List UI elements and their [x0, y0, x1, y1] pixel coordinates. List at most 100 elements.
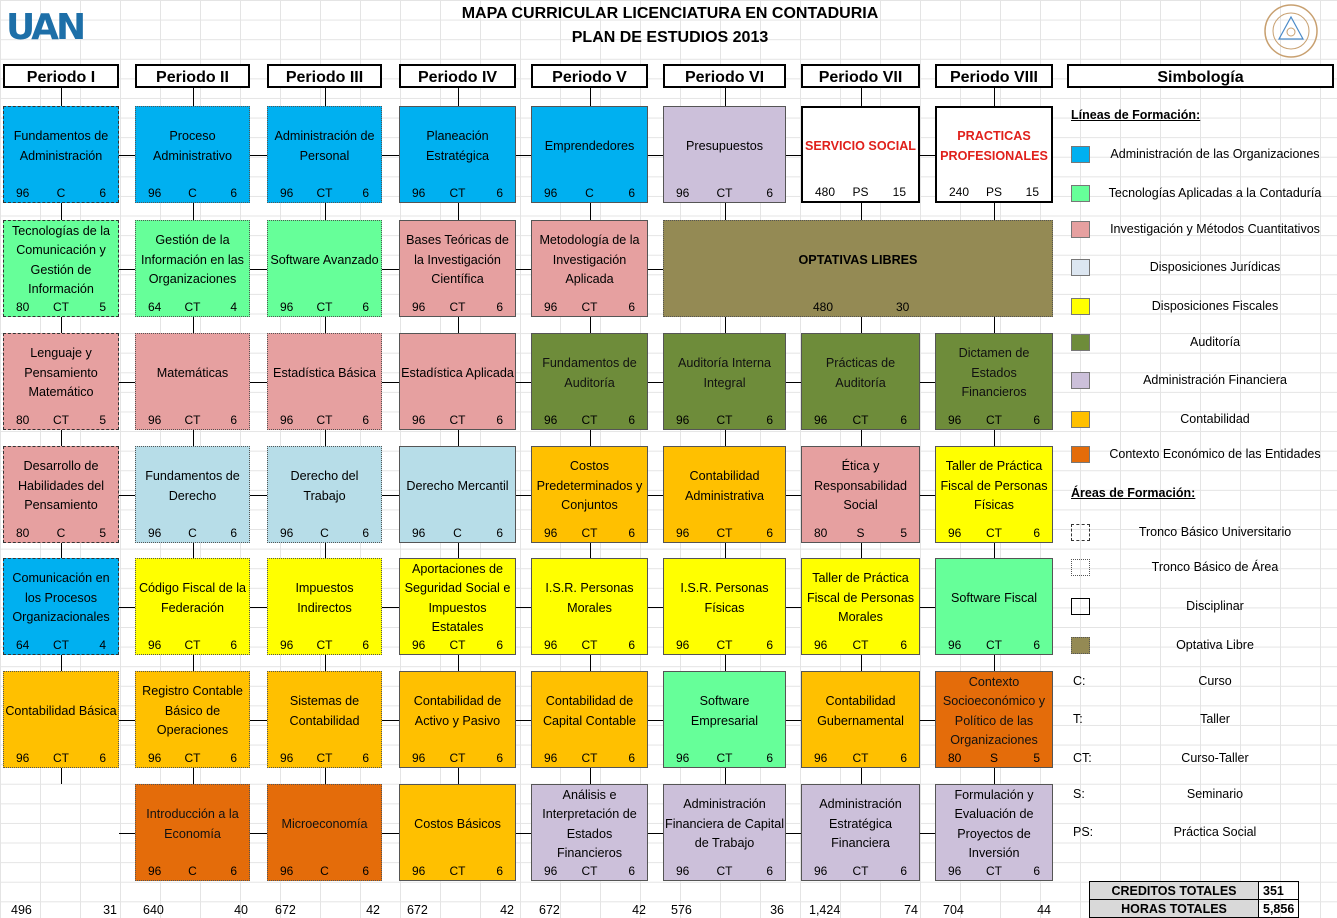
course-c4-6[interactable]: Contabilidad de Activo y Pasivo 96 CT 6: [399, 671, 516, 768]
page-title: MAPA CURRICULAR LICENCIATURA EN CONTADUR…: [461, 5, 879, 22]
legend-label: Administración Financiera: [1143, 373, 1287, 387]
course-c8-7[interactable]: Formulación y Evaluación de Proyectos de…: [935, 784, 1053, 881]
course-c8-4[interactable]: Taller de Práctica Fiscal de Personas Fí…: [935, 446, 1053, 543]
course-c7-1[interactable]: SERVICIO SOCIAL 480 PS 15: [801, 106, 920, 203]
course-name: Auditoría Interna Integral: [677, 356, 772, 390]
connector-line: [250, 382, 267, 383]
course-c2-7[interactable]: Introducción a la Economía 96 C 6: [135, 784, 250, 881]
course-c5-2[interactable]: Metodología de la Investigación Aplicada…: [531, 220, 648, 317]
course-c3-5[interactable]: Impuestos Indirectos 96 CT 6: [267, 558, 382, 655]
course-name: Lenguaje y Pensamiento Matemático: [24, 346, 98, 400]
course-credits: 6: [900, 638, 907, 652]
course-c4-3[interactable]: Estadística Aplicada 96 CT 6: [399, 333, 516, 430]
course-c3-3[interactable]: Estadística Básica 96 CT 6: [267, 333, 382, 430]
connector-line: [648, 495, 663, 496]
course-name: Contabilidad de Capital Contable: [542, 694, 637, 728]
course-c2-1[interactable]: Proceso Administrativo 96 C 6: [135, 106, 250, 203]
course-c7-4[interactable]: Ética y Responsabilidad Social 80 S 5: [801, 446, 920, 543]
course-c2-6[interactable]: Registro Contable Básico de Operaciones 9…: [135, 671, 250, 768]
course-c1-1[interactable]: Fundamentos de Administración 96 C 6: [3, 106, 119, 203]
course-credits: 6: [900, 864, 907, 878]
course-c7-7[interactable]: Administración Estratégica Financiera 96 C…: [801, 784, 920, 881]
connector-line: [861, 203, 862, 220]
period-total-credits: 44: [1037, 903, 1051, 917]
course-c1-3[interactable]: Lenguaje y Pensamiento Matemático 80 CT 5: [3, 333, 119, 430]
course-c1-2[interactable]: Tecnologías de la Comunicación y Gestión…: [3, 220, 119, 317]
course-optativas-libres[interactable]: OPTATIVAS LIBRES 480 30: [663, 220, 1053, 317]
course-footer: 96 CT 6: [136, 636, 249, 654]
course-credits: 6: [628, 864, 635, 878]
course-c8-1[interactable]: PRACTICAS PROFESIONALES 240 PS 15: [935, 106, 1053, 203]
course-c2-4[interactable]: Fundamentos de Derecho 96 C 6: [135, 446, 250, 543]
course-c7-3[interactable]: Prácticas de Auditoría 96 CT 6: [801, 333, 920, 430]
period-total-hours: 1,424: [809, 903, 841, 917]
course-footer: 96 CT 6: [664, 184, 785, 202]
course-c6-4[interactable]: Contabilidad Administrativa 96 CT 6: [663, 446, 786, 543]
course-c6-7[interactable]: Administración Financiera de Capital de …: [663, 784, 786, 881]
course-c5-7[interactable]: Análisis e Interpretación de Estados Fin…: [531, 784, 648, 881]
connector-line: [861, 430, 862, 446]
course-credits: 6: [1033, 413, 1040, 427]
course-c1-6[interactable]: Contabilidad Básica 96 CT 6: [3, 671, 119, 768]
connector-line: [193, 768, 194, 784]
course-hours: 96: [280, 526, 294, 540]
course-c2-2[interactable]: Gestión de la Información en las Organiz…: [135, 220, 250, 317]
course-type: CT: [852, 864, 869, 878]
course-footer: 96 CT 6: [532, 636, 647, 654]
course-footer: 80 S 5: [802, 524, 919, 542]
course-c7-5[interactable]: Taller de Práctica Fiscal de Personas Mo…: [801, 558, 920, 655]
legend-area-label: Tronco Básico de Área: [1151, 560, 1279, 574]
course-c3-4[interactable]: Derecho del Trabajo 96 C 6: [267, 446, 382, 543]
course-footer: 96 C 6: [268, 862, 381, 880]
course-c7-6[interactable]: Contabilidad Gubernamental 96 CT 6: [801, 671, 920, 768]
course-c3-7[interactable]: Microeconomía 96 C 6: [267, 784, 382, 881]
course-hours: 96: [16, 186, 30, 200]
course-c8-6[interactable]: Contexto Socioeconómico y Político de la…: [935, 671, 1053, 768]
course-footer: 96 CT 6: [802, 636, 919, 654]
course-c4-7[interactable]: Costos Básicos 96 CT 6: [399, 784, 516, 881]
course-c5-5[interactable]: I.S.R. Personas Morales 96 CT 6: [531, 558, 648, 655]
course-name: SERVICIO SOCIAL: [804, 138, 917, 153]
course-c4-5[interactable]: Aportaciones de Seguridad Social e Impue…: [399, 558, 516, 655]
course-c4-4[interactable]: Derecho Mercantil 96 C 6: [399, 446, 516, 543]
course-c1-5[interactable]: Comunicación en los Procesos Organizacio…: [3, 558, 119, 655]
course-type: CT: [852, 751, 869, 765]
course-hours: 96: [676, 413, 690, 427]
course-c3-1[interactable]: Administración de Personal 96 CT 6: [267, 106, 382, 203]
course-c5-1[interactable]: Emprendedores 96 C 6: [531, 106, 648, 203]
course-footer: 96 CT 6: [802, 749, 919, 767]
course-name: Código Fiscal de la Federación: [138, 581, 247, 615]
course-c1-4[interactable]: Desarrollo de Habilidades del Pensamient…: [3, 446, 119, 543]
course-type: CT: [581, 751, 598, 765]
course-c3-6[interactable]: Sistemas de Contabilidad 96 CT 6: [267, 671, 382, 768]
period-total-credits: 74: [904, 903, 918, 917]
course-hours: 96: [814, 751, 828, 765]
course-credits: 6: [496, 751, 503, 765]
course-c5-6[interactable]: Contabilidad de Capital Contable 96 CT 6: [531, 671, 648, 768]
course-c4-1[interactable]: Planeación Estratégica 96 CT 6: [399, 106, 516, 203]
course-c6-1[interactable]: Presupuestos 96 CT 6: [663, 106, 786, 203]
course-c2-5[interactable]: Código Fiscal de la Federación 96 CT 6: [135, 558, 250, 655]
course-c5-3[interactable]: Fundamentos de Auditoría 96 CT 6: [531, 333, 648, 430]
course-hours: 96: [544, 526, 558, 540]
total-hours-value: 5,856: [1257, 899, 1300, 918]
course-hours: 96: [412, 186, 426, 200]
course-c5-4[interactable]: Costos Predeterminados y Conjuntos 96 CT 6: [531, 446, 648, 543]
course-name: Registro Contable Básico de Operaciones: [142, 684, 243, 738]
course-type: CT: [449, 300, 466, 314]
course-hours: 96: [544, 751, 558, 765]
connector-line: [861, 317, 862, 333]
legend-label: Contexto Económico de las Entidades: [1109, 447, 1321, 461]
course-c3-2[interactable]: Software Avanzado 96 CT 6: [267, 220, 382, 317]
course-c4-2[interactable]: Bases Teóricas de la Investigación Cient…: [399, 220, 516, 317]
course-c2-3[interactable]: Matemáticas 96 CT 6: [135, 333, 250, 430]
course-c6-6[interactable]: Software Empresarial 96 CT 6: [663, 671, 786, 768]
period-total-credits: 42: [366, 903, 380, 917]
course-name: Fundamentos de Auditoría: [542, 356, 637, 390]
course-c8-3[interactable]: Dictamen de Estados Financieros 96 CT 6: [935, 333, 1053, 430]
course-c6-5[interactable]: I.S.R. Personas Físicas 96 CT 6: [663, 558, 786, 655]
course-c8-5[interactable]: Software Fiscal 96 CT 6: [935, 558, 1053, 655]
course-type: CT: [53, 413, 69, 427]
course-c6-3[interactable]: Auditoría Interna Integral 96 CT 6: [663, 333, 786, 430]
course-type: C: [188, 526, 197, 540]
